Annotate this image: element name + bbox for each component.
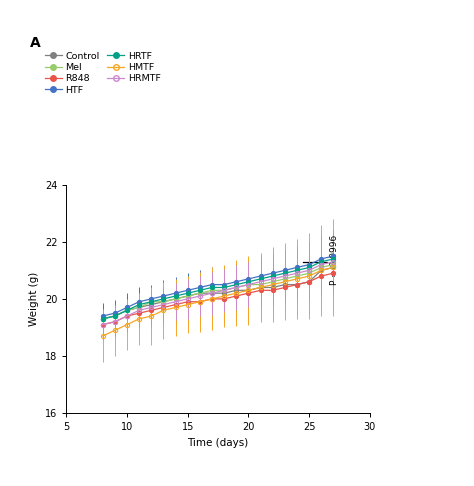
X-axis label: Time (days): Time (days) xyxy=(187,438,249,448)
Legend: Control, Mel, R848, HTF, HRTF, HMTF, HRMTF: Control, Mel, R848, HTF, HRTF, HMTF, HRM… xyxy=(41,48,164,99)
Text: A: A xyxy=(30,36,41,50)
Y-axis label: Weight (g): Weight (g) xyxy=(29,272,39,326)
Text: P = 0.9996: P = 0.9996 xyxy=(330,234,339,285)
